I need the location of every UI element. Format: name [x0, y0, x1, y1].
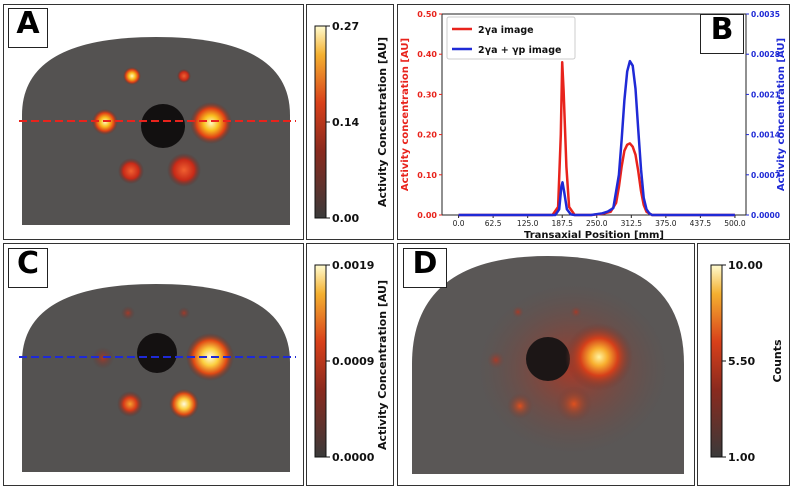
x-tick-label: 250.0 — [586, 219, 608, 228]
colorbar-c-tick-mid: 0.0009 — [332, 355, 374, 368]
panel-d-label: D — [403, 248, 447, 288]
x-tick-label: 0.0 — [453, 219, 465, 228]
panel-b-label: B — [700, 14, 744, 54]
cold-insert — [141, 104, 185, 148]
colorbar-a-tick-min: 0.00 — [332, 212, 359, 225]
y-left-tick-label: 0.40 — [417, 50, 437, 59]
panel-a-image — [14, 15, 296, 229]
colorbar-c-tick-max: 0.0019 — [332, 259, 374, 272]
y-right-tick-label: 0.0035 — [751, 10, 780, 19]
panel-a-label: A — [8, 8, 48, 48]
colorbar-a-tick-max: 0.27 — [332, 20, 359, 33]
series-line-2ga — [458, 60, 735, 217]
x-tick-label: 375.0 — [655, 219, 677, 228]
colorbar-d-tick-mid: 5.50 — [728, 355, 755, 368]
colorbar-c-title: Activity Concentration [AU] — [376, 280, 389, 450]
x-axis-label: Transaxial Position [mm] — [524, 230, 664, 239]
y-right-tick-label: 0.0028 — [751, 50, 780, 59]
y-right-tick-label: 0.0021 — [751, 90, 780, 99]
legend-label-2ga: 2γa image — [478, 25, 534, 36]
colorbar-d-tick-max: 10.00 — [728, 259, 763, 272]
x-tick-label: 187.5 — [551, 219, 573, 228]
y-right-tick-label: 0.0014 — [751, 131, 780, 140]
x-tick-label: 62.5 — [485, 219, 502, 228]
legend-box — [446, 16, 576, 60]
x-tick-label: 437.5 — [690, 219, 712, 228]
y-left-tick-label: 0.50 — [417, 10, 437, 19]
y-left-tick-label: 0.20 — [417, 131, 437, 140]
y-right-axis-label: Activity concentration [AU] — [776, 38, 787, 191]
y-left-tick-label: 0.10 — [417, 171, 437, 180]
colorbar-a-tick-mid: 0.14 — [332, 116, 359, 129]
cold-insert — [137, 333, 177, 373]
y-right-tick-label: 0.0007 — [751, 171, 780, 180]
series-line-2ga-gp — [458, 59, 735, 217]
x-tick-label: 500.0 — [724, 219, 746, 228]
panel-a-colorbar: 0.27 0.14 0.00 Activity Concentration [A… — [314, 20, 389, 225]
x-tick-label: 312.5 — [621, 219, 643, 228]
y-left-tick-label: 0.30 — [417, 90, 437, 99]
panel-c-colorbar: 0.0019 0.0009 0.0000 Activity Concentrat… — [314, 259, 389, 464]
colorbar-a-title: Activity Concentration [AU] — [376, 37, 389, 207]
panel-b-line-chart: 0.0 62.5 125.0 187.5 250.0 312.5 375.0 437.5 500… — [400, 10, 787, 239]
panel-d-colorbar: 10.00 5.50 1.00 Counts — [710, 259, 784, 464]
panel-c-label: C — [8, 248, 48, 288]
cold-insert — [526, 337, 570, 381]
legend-label-2ga-gp: 2γa + γp image — [478, 45, 561, 56]
y-right-tick-label: 0.0000 — [751, 211, 780, 220]
phantom-body — [22, 284, 290, 472]
panel-c-image — [19, 284, 296, 472]
colorbar-d-title: Counts — [771, 339, 784, 383]
x-tick-label: 125.0 — [517, 219, 539, 228]
panel-d-image — [408, 252, 684, 478]
y-left-axis-label: Activity concentration [AU] — [400, 38, 411, 191]
y-left-tick-label: 0.00 — [417, 211, 437, 220]
colorbar-d-tick-min: 1.00 — [728, 451, 755, 464]
colorbar-c-tick-min: 0.0000 — [332, 451, 375, 464]
